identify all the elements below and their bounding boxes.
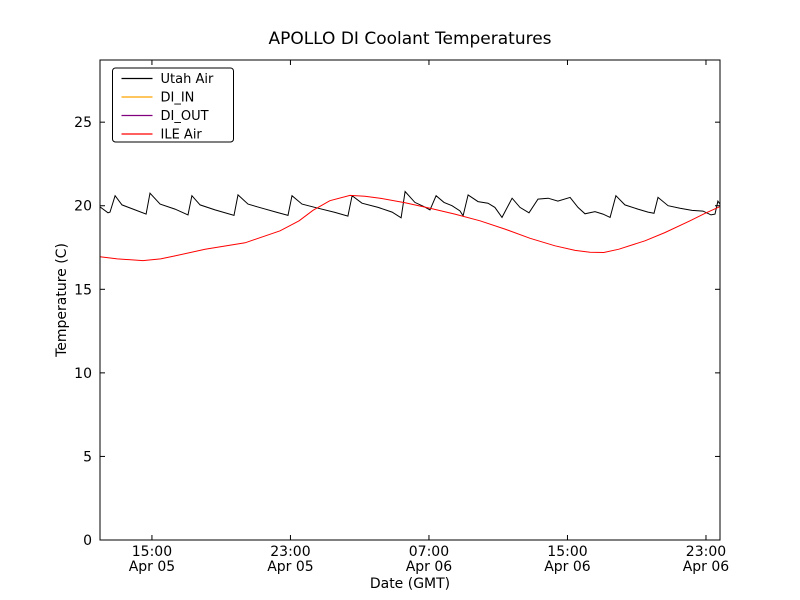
x-tick-label-time: 23:00 [686,544,726,560]
x-tick-label-date: Apr 06 [544,559,591,575]
x-tick-label-date: Apr 06 [683,559,730,575]
chart-title: APOLLO DI Coolant Temperatures [268,29,551,49]
legend-label-ile-air: ILE Air [161,128,203,143]
plot-frame [99,59,721,541]
x-tick-label-time: 07:00 [409,544,449,560]
x-axis-label: Date (GMT) [370,576,450,592]
series-line-ile-air [99,194,721,262]
y-tick-label: 25 [74,115,92,131]
legend-box [112,67,234,143]
x-tick-label-time: 23:00 [270,544,310,560]
legend-label-utah-air: Utah Air [161,72,214,87]
x-tick-label-time: 15:00 [132,544,172,560]
x-tick-label-time: 15:00 [547,544,587,560]
x-tick-label-date: Apr 05 [267,559,313,575]
y-tick-label: 0 [83,533,92,549]
y-tick-label: 10 [74,366,92,382]
x-tick-label-date: Apr 05 [129,559,175,575]
y-axis-label: Temperature (C) [54,243,70,358]
legend-label-di-in: DI_IN [161,91,195,106]
x-tick-label-date: Apr 06 [406,559,453,575]
y-tick-label: 20 [74,199,92,215]
y-tick-label: 15 [74,282,92,298]
y-tick-label: 5 [83,449,92,465]
legend-label-di-out: DI_OUT [161,109,209,124]
series-line-utah-air [99,190,721,219]
